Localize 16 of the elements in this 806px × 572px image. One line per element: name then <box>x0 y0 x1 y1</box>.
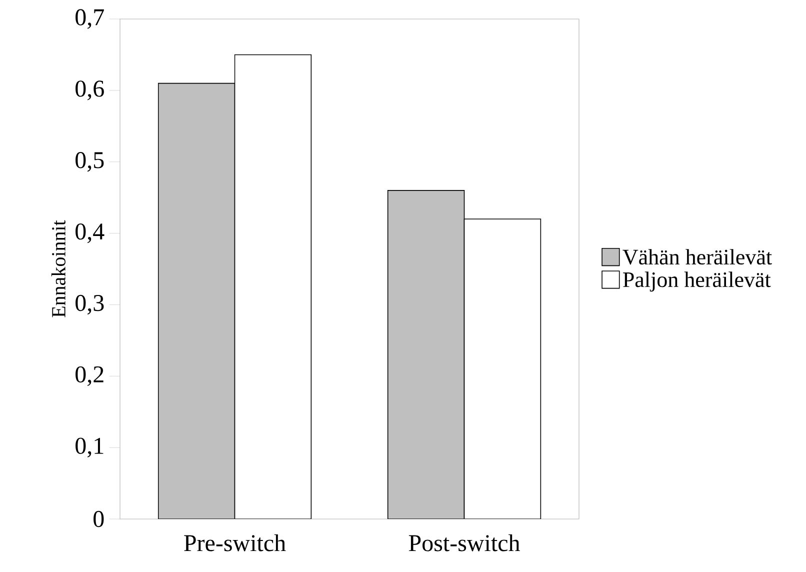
text: Paljon heräilevät <box>623 272 771 292</box>
x-tick-label: Pre-switch <box>184 534 286 552</box>
y-tick-label: 0 <box>94 510 104 528</box>
y-tick-label: 0,7 <box>76 9 104 29</box>
y-tick-label: 0,3 <box>76 294 104 315</box>
y-tick-label: 0,1 <box>76 438 104 458</box>
legend-label: Vähän heräilevät <box>622 249 772 265</box>
y-axis-title: Ennakoinnit <box>51 220 66 318</box>
y-tick-label: 0,6 <box>76 80 104 100</box>
bar <box>464 218 542 519</box>
y-tick-label: 0,2 <box>76 366 104 386</box>
y-tick-label: 0,5 <box>76 152 104 172</box>
bar <box>387 190 465 519</box>
y-tick-label: 0,4 <box>76 223 104 244</box>
bar <box>158 82 236 519</box>
x-tick-label: Post-switch <box>408 534 520 552</box>
